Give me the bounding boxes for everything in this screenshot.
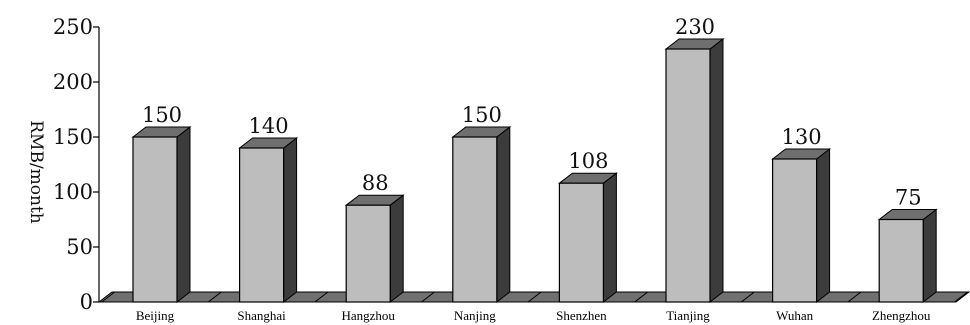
bar-layer [131,37,938,304]
value-label-tianjing: 230 [675,15,715,39]
floor-divider [847,291,862,303]
category-label-tianjing: Tianjing [666,308,710,323]
bar-side-shenzhen [602,172,617,304]
value-label-beijing: 150 [142,103,182,127]
floor-divider [101,291,116,303]
bar-wuhan [771,147,832,304]
value-label-nanjing: 150 [462,103,502,127]
bar-front-beijing [132,136,178,303]
y-tick-label: 250 [53,15,93,39]
category-label-shenzhen: Shenzhen [556,308,607,323]
bar-beijing [131,125,192,304]
bar-front-shanghai [239,147,285,303]
floor-divider [421,291,435,303]
bar-side-zhengzhou [922,208,937,304]
floor-divider [634,291,649,303]
bar-front-zhengzhou [878,218,924,303]
category-label-shanghai: Shanghai [237,308,286,323]
bar-front-hangzhou [345,204,391,303]
category-label-nanjing: Nanjing [454,308,496,323]
bar-nanjing [451,125,512,304]
category-label-beijing: Beijing [136,308,175,323]
category-label-wuhan: Wuhan [776,308,814,323]
y-tick-label: 200 [53,70,93,94]
bar-front-shenzhen [558,182,605,303]
label-layer: 150 Beijing 140 Shanghai 88 Hangzhou 150 Nanjin… [136,15,931,323]
bar-front-nanjing [452,136,498,303]
value-label-shanghai: 140 [249,114,289,138]
bar-side-hangzhou [389,194,404,304]
bar-side-nanjing [496,125,511,304]
value-label-hangzhou: 88 [362,171,389,195]
floor-layer [97,291,970,303]
y-axis: 0 50 100 150 200 250 [53,15,100,314]
value-label-zhengzhou: 75 [895,186,922,210]
floor-divider [954,291,968,303]
floor-divider [740,291,755,303]
y-tick-label: 100 [53,180,93,204]
bar-shanghai [238,136,299,304]
bar-shenzhen [557,172,618,304]
y-tick-label: 150 [53,125,93,149]
floor-divider [527,291,542,303]
bar-side-tianjing [709,37,724,304]
value-label-shenzhen: 108 [568,149,608,173]
y-tick-label: 50 [66,235,93,259]
floor-divider [207,291,222,303]
category-label-zhengzhou: Zhengzhou [872,308,931,323]
bar-side-wuhan [816,147,831,304]
bar-tianjing [664,37,725,304]
floor-divider [314,291,329,303]
bar-front-tianjing [665,48,711,303]
y-axis-title: RMB/month [26,120,46,224]
bar-side-shanghai [283,136,298,304]
bar-side-beijing [176,125,191,304]
category-label-hangzhou: Hangzhou [341,308,395,323]
bar-zhengzhou [877,208,938,304]
bar-front-wuhan [771,158,818,303]
y-tick-label: 0 [80,290,93,314]
bar-hangzhou [344,194,405,304]
value-label-wuhan: 130 [782,125,822,149]
